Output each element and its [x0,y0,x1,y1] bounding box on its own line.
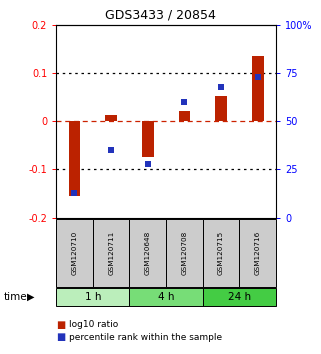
Text: GSM120708: GSM120708 [181,231,187,275]
Text: time: time [3,292,27,302]
Text: GSM120711: GSM120711 [108,231,114,275]
Text: ■: ■ [56,332,65,342]
Bar [105,115,117,121]
Bar [215,96,227,121]
Bar [56,219,93,287]
Text: 24 h: 24 h [228,292,251,302]
Text: ▶: ▶ [27,292,34,302]
Bar [252,56,264,121]
Bar [93,219,129,287]
Text: GSM120710: GSM120710 [72,231,77,275]
Text: GDS3433 / 20854: GDS3433 / 20854 [105,9,216,22]
Text: log10 ratio: log10 ratio [69,320,118,330]
Bar [203,288,276,306]
Bar [129,288,203,306]
Text: 1 h: 1 h [84,292,101,302]
Text: GSM120716: GSM120716 [255,231,261,275]
Bar [178,111,190,121]
Text: ■: ■ [56,320,65,330]
Text: 4 h: 4 h [158,292,174,302]
Bar [69,121,80,196]
Bar [142,121,154,158]
Bar [166,219,203,287]
Text: percentile rank within the sample: percentile rank within the sample [69,332,222,342]
Text: GSM120715: GSM120715 [218,231,224,275]
Bar [203,219,239,287]
Bar [129,219,166,287]
Bar [56,288,129,306]
Bar [239,219,276,287]
Text: GSM120648: GSM120648 [145,231,151,275]
